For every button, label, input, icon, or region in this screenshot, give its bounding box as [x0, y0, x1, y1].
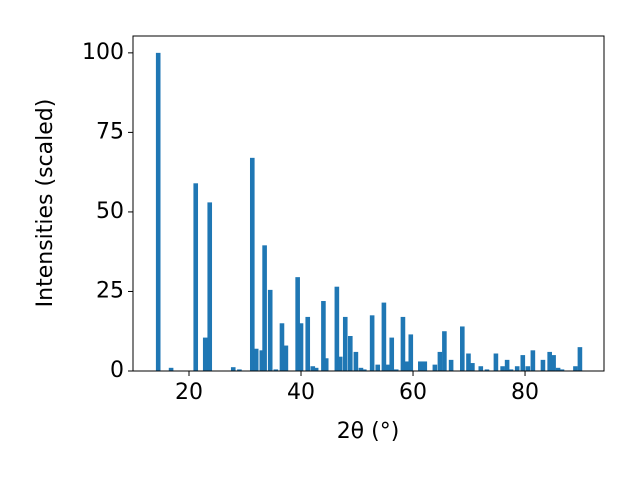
bar [249, 157, 255, 371]
bar [168, 367, 174, 371]
x-tick-label: 40 [287, 380, 315, 405]
bar [418, 361, 423, 371]
x-axis-label: 2θ (°) [337, 419, 400, 444]
bar [393, 369, 399, 371]
bar [520, 355, 526, 371]
bar [504, 359, 510, 371]
bar [259, 350, 265, 371]
bar [323, 358, 329, 371]
bar [470, 363, 475, 371]
bar [253, 348, 259, 371]
y-tick-label: 50 [96, 199, 124, 224]
x-tick-label: 20 [175, 380, 203, 405]
bar [347, 336, 353, 371]
bar [295, 277, 300, 371]
y-tick-label: 25 [96, 278, 124, 303]
bar [237, 369, 242, 371]
bar [155, 52, 161, 371]
bar [500, 366, 505, 371]
bar [262, 245, 267, 371]
bar [267, 289, 273, 371]
bar [478, 366, 484, 371]
bar [508, 369, 514, 371]
bar [389, 337, 395, 371]
y-axis-label: Intensities (scaled) [33, 99, 58, 308]
bar [207, 202, 213, 371]
bar [460, 326, 465, 371]
bar [305, 316, 311, 371]
bar [559, 369, 565, 371]
bar [466, 353, 471, 371]
bar [230, 367, 236, 371]
bar [298, 323, 304, 371]
bar [442, 331, 447, 371]
bar [540, 359, 546, 371]
bar [493, 353, 499, 371]
y-tick-label: 0 [110, 358, 124, 383]
x-tick-label: 80 [511, 380, 539, 405]
bar [432, 364, 438, 371]
y-tick-label: 100 [82, 40, 124, 65]
bar [358, 367, 364, 371]
bar [369, 315, 375, 371]
bar [375, 364, 381, 371]
bar [381, 302, 387, 371]
bar [573, 366, 578, 371]
bar [530, 350, 536, 371]
plot-frame [132, 35, 605, 372]
bar [310, 366, 316, 371]
bar [361, 369, 367, 371]
bar [551, 355, 556, 371]
bar [555, 367, 561, 371]
bar [353, 351, 359, 371]
bar [448, 359, 454, 371]
bar [202, 337, 208, 371]
bar [321, 301, 326, 371]
y-tick-label: 75 [96, 119, 124, 144]
bar [384, 364, 390, 371]
bar [514, 366, 520, 371]
bar [408, 334, 414, 371]
bar [404, 361, 410, 371]
bar [437, 351, 443, 371]
bar [337, 356, 343, 371]
bar [484, 369, 490, 371]
bar [422, 361, 428, 371]
x-tick-label: 60 [399, 380, 427, 405]
bar [313, 367, 319, 371]
bar [525, 366, 531, 371]
bar [273, 369, 279, 371]
bar [283, 345, 289, 371]
bar [279, 323, 285, 371]
bar [400, 316, 406, 371]
bar [193, 183, 199, 371]
bar [334, 286, 340, 371]
bar [547, 351, 552, 371]
bar [577, 347, 583, 371]
bar [342, 316, 348, 371]
